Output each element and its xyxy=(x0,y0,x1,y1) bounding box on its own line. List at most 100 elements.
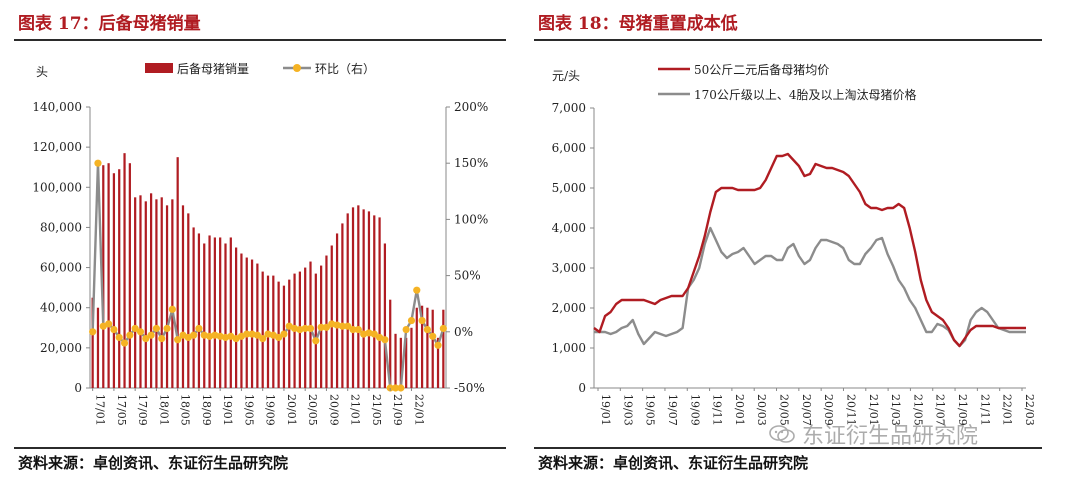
x-tick-group: 17/01 xyxy=(94,394,107,426)
x-tick-label: 18/09 xyxy=(200,394,213,426)
mom-point xyxy=(104,320,113,328)
sales-bar xyxy=(346,213,349,388)
mom-point xyxy=(423,325,432,334)
right-line-chart: 元/头 0 1,000 2,000 3,000 4,000 5,000 6,000 7,000 1… xyxy=(552,63,1036,426)
x-tick-group: 19/01 xyxy=(599,394,612,426)
sales-bar xyxy=(367,211,371,388)
sales-bar xyxy=(208,235,211,388)
mom-point xyxy=(418,316,426,325)
sales-bar xyxy=(383,243,387,388)
left-tick-label: 120,000 xyxy=(32,140,82,154)
sales-bar xyxy=(155,199,158,388)
x-tick-label: 21/01 xyxy=(349,394,362,426)
x-tick-group: 19/05 xyxy=(644,394,657,426)
x-tick-group: 20/01 xyxy=(285,394,298,426)
x-tick-group: 21/09 xyxy=(956,394,969,426)
mom-point xyxy=(322,323,331,331)
x-tick-label: 19/01 xyxy=(221,394,234,426)
mom-point xyxy=(89,328,97,336)
mom-point xyxy=(110,325,118,334)
sales-bar xyxy=(181,205,185,388)
x-tick-label: 20/07 xyxy=(800,394,813,426)
mom-point xyxy=(243,330,251,338)
sales-bar xyxy=(219,237,222,388)
x-tick-group: 19/09 xyxy=(264,394,277,426)
right-title-rule xyxy=(534,39,1042,41)
mom-point xyxy=(407,316,416,325)
x-tick-group: 21/01 xyxy=(349,394,362,426)
sales-bar xyxy=(118,169,121,388)
sales-bar xyxy=(442,309,445,388)
mom-point xyxy=(163,324,171,333)
x-tick-label: 20/11 xyxy=(844,394,857,426)
sales-bar xyxy=(96,307,100,388)
x-tick-label: 20/09 xyxy=(822,394,835,426)
left-tick-label: 100,000 xyxy=(32,180,82,194)
y-tick-label: 7,000 xyxy=(552,101,586,115)
x-tick-group: 21/09 xyxy=(391,394,404,426)
left-tick-label: 20,000 xyxy=(40,341,82,355)
sales-bar xyxy=(405,337,408,388)
sales-bar xyxy=(420,305,424,388)
mom-point xyxy=(391,384,400,392)
y-tick-label: 2,000 xyxy=(552,301,586,315)
x-tick-group: 20/03 xyxy=(755,394,768,426)
x-tick-group: 22/01 xyxy=(1001,394,1014,426)
sales-bar xyxy=(357,205,360,388)
x-tick-label: 21/09 xyxy=(391,394,404,426)
x-tick-label: 17/05 xyxy=(115,394,128,426)
sales-bar xyxy=(410,327,413,388)
watermark-text: 东证衍生品研究院 xyxy=(802,424,979,449)
x-tick-label: 21/09 xyxy=(956,394,969,426)
mom-point xyxy=(370,330,378,338)
x-tick-label: 19/05 xyxy=(644,394,657,426)
left-source-note: 资料来源：卓创资讯、东证衍生品研究院 xyxy=(18,454,289,472)
mom-point xyxy=(115,333,123,342)
mom-point xyxy=(413,286,421,294)
sales-bar xyxy=(399,337,402,388)
sales-bar xyxy=(91,297,94,388)
sales-bar xyxy=(415,307,418,388)
right-chart-title: 图表 18：母猪重置成本低 xyxy=(538,14,738,34)
mom-point xyxy=(402,325,410,334)
gilt-price-line xyxy=(593,152,1026,348)
x-tick-group: 20/09 xyxy=(822,394,835,426)
mom-point xyxy=(126,331,134,339)
mom-point xyxy=(434,341,442,349)
mom-point xyxy=(168,305,176,313)
x-tick-group: 17/05 xyxy=(115,394,128,426)
left-tick-label: 80,000 xyxy=(40,220,82,234)
mom-point xyxy=(195,324,203,333)
mom-point xyxy=(152,324,161,333)
left-tick-label: 140,000 xyxy=(32,100,82,114)
y-tick-label: 6,000 xyxy=(552,141,586,155)
x-tick-group: 18/05 xyxy=(179,394,192,426)
left-tick-label: 40,000 xyxy=(40,301,82,315)
x-tick-group: 21/07 xyxy=(934,394,947,426)
right-source-rule xyxy=(534,447,1042,449)
left-tick-label: 0 xyxy=(74,381,82,395)
x-tick-label: 17/09 xyxy=(136,394,149,426)
x-tick-group: 19/09 xyxy=(688,394,701,426)
mom-point xyxy=(338,322,346,330)
x-tick-group: 22/01 xyxy=(412,394,425,426)
sales-bar xyxy=(187,213,190,388)
mom-point xyxy=(280,330,288,338)
x-tick-group: 22/03 xyxy=(1023,394,1036,426)
sales-bar xyxy=(134,197,137,388)
mom-point xyxy=(381,336,389,344)
x-tick-label: 21/11 xyxy=(978,394,991,426)
left-unit-label: 头 xyxy=(36,65,48,79)
x-tick-group: 20/05 xyxy=(306,394,319,426)
sales-bar xyxy=(431,309,434,388)
mom-point xyxy=(312,337,320,345)
right-unit-label: 元/头 xyxy=(552,69,580,83)
sales-bar xyxy=(176,157,179,388)
sales-bar xyxy=(192,227,195,388)
right-source-note: 资料来源：卓创资讯、东证衍生品研究院 xyxy=(538,454,809,472)
y-tick-label: 1,000 xyxy=(552,341,586,355)
x-tick-group: 21/01 xyxy=(867,394,880,426)
right-tick-label: 0% xyxy=(454,325,473,339)
mom-point xyxy=(190,331,198,339)
